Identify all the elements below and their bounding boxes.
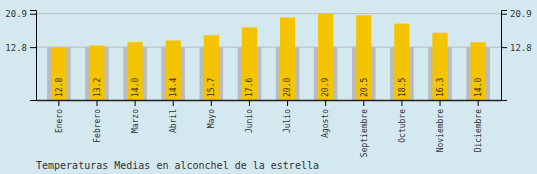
bar [51,47,66,100]
tick-label: 20.9 [5,9,27,19]
tick-mark [96,100,97,106]
bar [280,17,295,100]
tick-label: Febrero [93,109,102,143]
tick: Febrero [93,100,102,143]
tick-mark [287,100,288,106]
tick-label: 20.9 [510,9,532,19]
tick-label: 12.8 [5,43,27,53]
tick-mark [401,100,402,106]
tick-mark [211,100,212,106]
bar-series [51,14,486,100]
data-label: 16.3 [436,78,445,97]
x-axis: Enero Febrero Marzo Abril Mayo Junio Julio Agos… [37,100,502,157]
background [0,0,537,174]
tick-label: Mayo [207,109,216,128]
bar-series [47,47,490,100]
tick: Junio [245,100,254,133]
tick-label: Noviembre [436,109,445,153]
data-label: 14.4 [169,78,178,97]
grid-line [36,13,501,14]
data-label: 14.0 [131,78,140,97]
tick: 20.9 [501,9,532,19]
tick-label: Septiembre [360,109,369,157]
axis-line [30,11,37,101]
tick-mark [58,100,59,106]
axis-line [37,100,502,102]
y2-axis: 12.8 20.9 [501,9,532,100]
tick-mark [135,100,136,106]
bar [471,42,486,100]
bar [356,15,371,100]
bar [432,33,447,100]
bar [318,14,333,100]
tick: 12.8 [5,43,36,53]
data-label: 20.0 [283,78,292,97]
tick: 20.9 [5,9,36,19]
tick-mark [325,100,326,106]
bar [394,24,409,100]
data-label: 18.5 [398,78,407,97]
tick-label: 12.8 [510,43,532,53]
tick-label: Diciembre [474,109,483,153]
tick: Agosto [321,100,330,138]
tick-mark [501,47,507,48]
tick: Mayo [207,100,216,128]
tick: 12.8 [501,43,532,53]
tick-mark [363,100,364,106]
tick: Diciembre [474,100,483,152]
plot-area [47,14,490,100]
tick-mark [30,14,36,15]
tick-mark [249,100,250,106]
data-label: 14.0 [474,78,483,97]
tick: Enero [55,100,64,133]
data-label: 15.7 [207,78,216,97]
bar [242,27,257,100]
tick-label: Abril [169,109,178,133]
tick-label: Octubre [398,109,407,143]
tick-label: Agosto [321,109,330,138]
bar [89,46,104,100]
tick-label: Julio [283,109,292,133]
data-label: 20.5 [360,78,369,97]
tick: Septiembre [360,100,369,157]
y-axis: 12.8 20.9 [5,9,36,100]
tick-label: Junio [245,109,254,133]
tick-mark [501,14,507,15]
data-label: 20.9 [321,78,330,97]
chart: 12.8 13.2 14.0 14.4 15.7 17.6 20.0 20.9 20.5 18.5… [0,0,537,174]
tick-mark [30,47,36,48]
bar [166,41,181,100]
bar [47,47,71,100]
bar [127,42,142,100]
tick: Julio [283,100,292,133]
tick: Octubre [398,100,407,143]
title: Temperaturas Medias en alconchel de la e… [36,160,319,171]
data-label: 13.2 [93,78,102,97]
axis-line [502,11,508,101]
tick: Noviembre [436,100,445,152]
tick-mark [173,100,174,106]
data-label: 12.8 [55,78,64,97]
tick: Abril [169,100,178,133]
tick: Marzo [131,100,140,133]
data-labels: 12.8 13.2 14.0 14.4 15.7 17.6 20.0 20.9 20.5 18.5… [55,78,483,97]
grid [36,14,501,47]
data-label: 17.6 [245,78,254,97]
tick-mark [440,100,441,106]
bar [204,35,219,100]
tick-label: Marzo [131,109,140,133]
tick-mark [478,100,479,106]
tick-label: Enero [55,109,64,133]
